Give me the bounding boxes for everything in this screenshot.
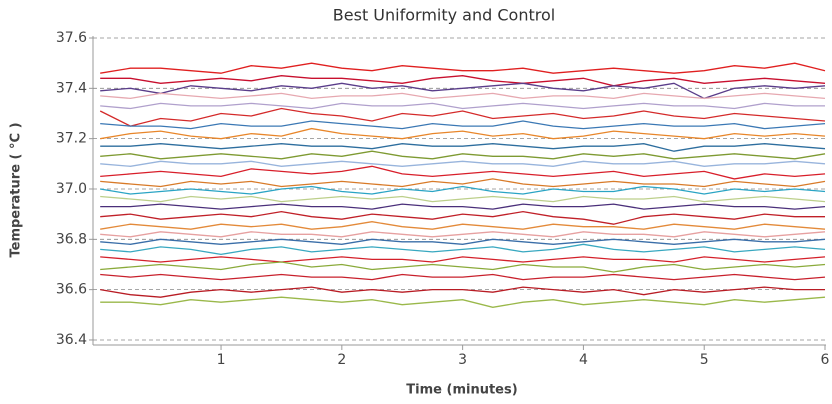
y-tick-label: 36.8 [56, 231, 87, 247]
series-line [100, 195, 826, 203]
series-line [100, 62, 826, 74]
series-line [100, 286, 825, 298]
series-line [100, 243, 826, 256]
series-line [100, 185, 826, 195]
x-tick-label: 3 [458, 352, 467, 368]
series-line [100, 296, 826, 308]
series-line [100, 165, 826, 180]
series-line [100, 92, 826, 100]
series-line [100, 150, 826, 160]
series-line [100, 178, 826, 188]
x-tick-label: 5 [700, 352, 709, 368]
series-line [100, 261, 826, 273]
series-line [100, 231, 826, 238]
y-tick-label: 36.6 [56, 282, 87, 298]
chart-title: Best Uniformity and Control [333, 6, 555, 25]
series-line [99, 107, 826, 127]
x-tick-label: 1 [217, 352, 226, 368]
y-tick-label: 37.4 [56, 80, 87, 96]
y-tick-label: 37.0 [56, 181, 87, 197]
series-line [100, 120, 826, 130]
series-line [100, 102, 825, 110]
y-axis-title: Temperature ( °C ) [9, 122, 24, 257]
x-axis-title: Time (minutes) [406, 383, 517, 398]
series-line [100, 256, 826, 263]
y-tick-label: 37.2 [56, 131, 87, 147]
x-tick-label: 2 [337, 352, 346, 368]
series-line [100, 160, 826, 167]
y-tick-label: 37.6 [56, 30, 87, 46]
series-line [100, 203, 826, 210]
x-tick-label: 4 [579, 352, 588, 368]
series-line [100, 127, 826, 140]
series-line [100, 143, 826, 152]
series-line [100, 273, 826, 281]
series-line [100, 210, 825, 225]
x-tick-label: 6 [821, 352, 830, 368]
series-line [100, 221, 826, 230]
series-line [100, 75, 826, 87]
series-line [100, 238, 826, 245]
y-tick-label: 36.4 [56, 332, 87, 348]
